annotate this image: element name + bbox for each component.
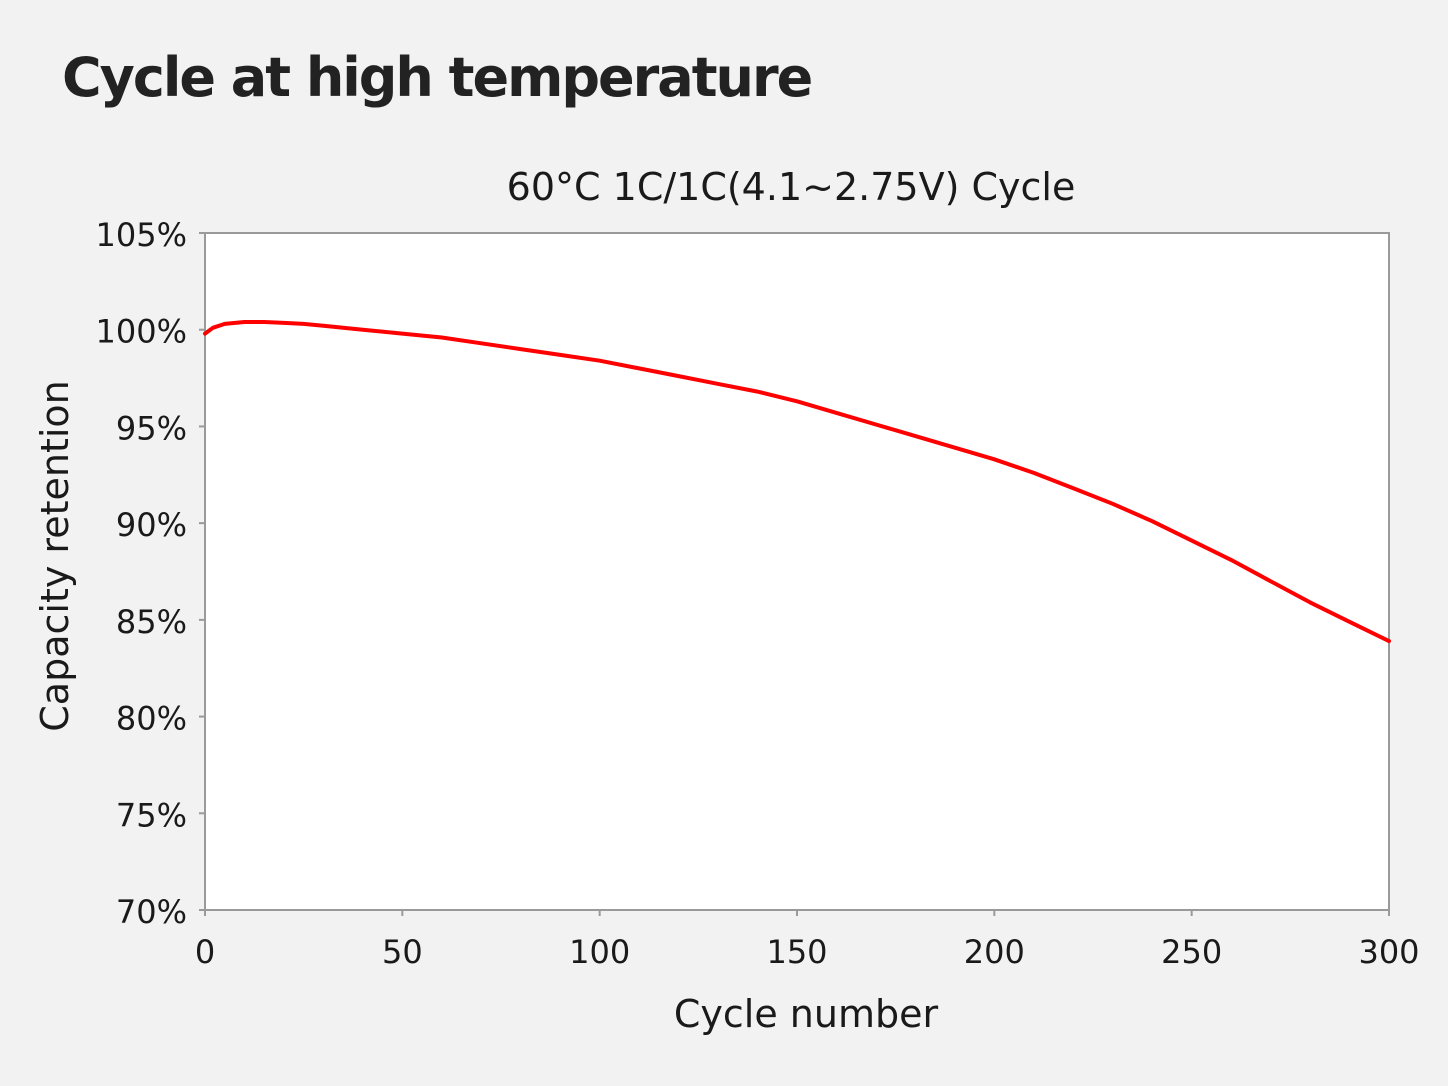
x-axis-ticks: 0 50 100 150 200 250 300	[195, 910, 1420, 971]
y-tick-label: 80%	[116, 700, 187, 738]
x-tick-label: 0	[195, 933, 215, 971]
page-heading: Cycle at high temperature	[62, 46, 813, 109]
x-tick-label: 200	[964, 933, 1025, 971]
y-tick-label: 70%	[116, 893, 187, 931]
y-tick-label: 90%	[116, 506, 187, 544]
x-tick-label: 50	[382, 933, 423, 971]
x-tick-label: 150	[766, 933, 827, 971]
x-axis-label: Cycle number	[674, 992, 939, 1036]
y-tick-label: 95%	[116, 409, 187, 447]
chart-title: 60°C 1C/1C(4.1~2.75V) Cycle	[507, 165, 1076, 209]
y-tick-label: 100%	[96, 313, 187, 351]
y-tick-label: 85%	[116, 603, 187, 641]
series-layer	[203, 320, 1391, 644]
x-tick-label: 300	[1358, 933, 1419, 971]
y-tick-label: 105%	[96, 216, 187, 254]
x-tick-label: 250	[1161, 933, 1222, 971]
series-line	[203, 320, 1391, 644]
y-tick-label: 75%	[116, 796, 187, 834]
y-axis-label: Capacity retention	[33, 380, 77, 731]
y-axis-ticks: 70% 75% 80% 85% 90% 95% 100% 105%	[96, 216, 205, 931]
x-tick-label: 100	[569, 933, 630, 971]
plot-area	[204, 232, 1390, 911]
